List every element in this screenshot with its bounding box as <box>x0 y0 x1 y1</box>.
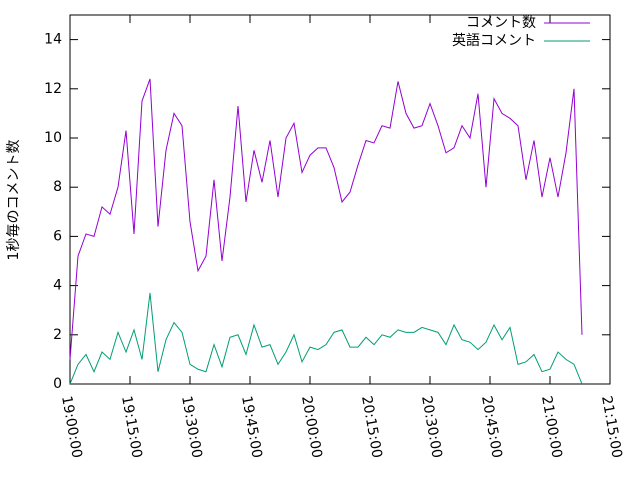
y-tick-label: 0 <box>53 376 62 392</box>
y-tick-label: 14 <box>44 32 62 48</box>
legend-label: 英語コメント <box>452 32 536 49</box>
legend-label: コメント数 <box>466 15 536 31</box>
y-tick-label: 8 <box>53 179 62 195</box>
plot-border <box>69 14 611 385</box>
y-axis-label: 1秒毎のコメント数 <box>6 140 22 261</box>
y-tick-label: 12 <box>44 81 62 97</box>
y-tick-label: 6 <box>53 228 62 244</box>
y-tick-label: 4 <box>53 278 62 294</box>
y-tick-label: 10 <box>44 130 62 146</box>
series-line <box>69 78 583 360</box>
y-tick-label: 2 <box>53 327 62 343</box>
series-line <box>69 292 583 385</box>
